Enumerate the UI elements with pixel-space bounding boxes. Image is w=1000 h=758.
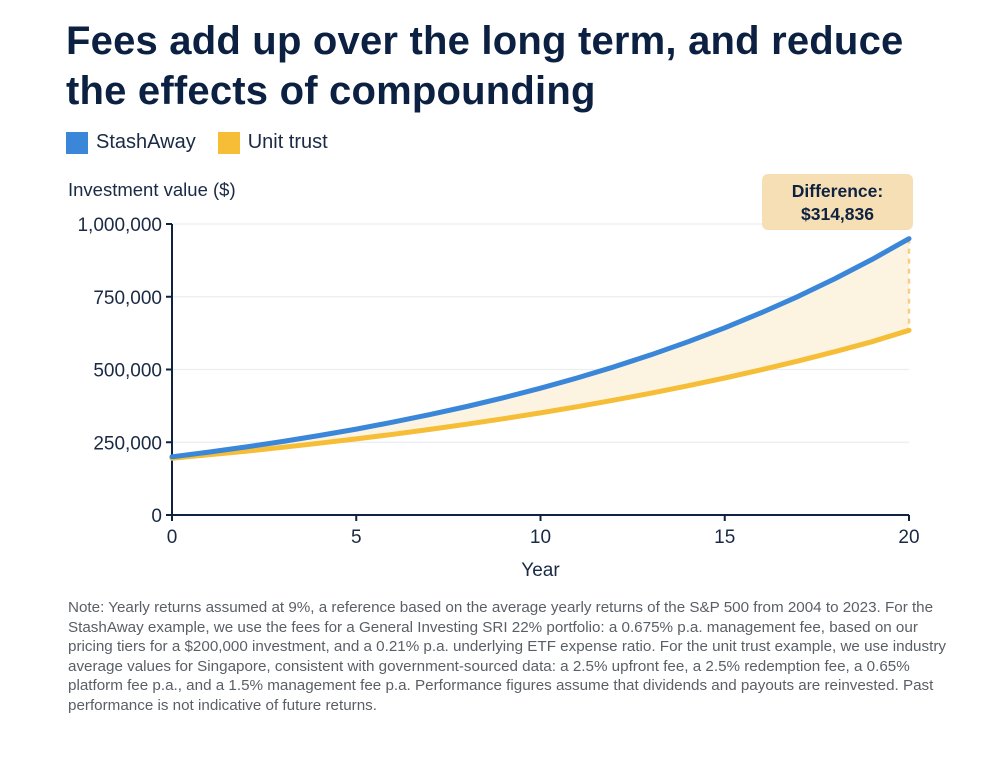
x-tick-label-2: 10 [530,527,551,548]
y-axis-label: Investment value ($) [68,179,236,200]
difference-callout-value: $314,836 [801,204,874,224]
y-tick-label-3: 750,000 [93,288,162,309]
x-tick-label-1: 5 [351,527,362,548]
difference-callout-box [762,174,913,230]
series-line-unit-trust [169,327,912,461]
footnote: Note: Yearly returns assumed at 9%, a re… [68,599,946,714]
legend-swatch-unit-trust [217,131,240,154]
series-line-stashaway [169,236,912,460]
y-tick-label-4: 1,000,000 [77,215,162,236]
x-tick-label-0: 0 [167,527,178,548]
investment-chart: 0 250,000 500,000 750,000 1,000,000 Investmen… [68,174,920,581]
x-tick-label-3: 15 [714,527,735,548]
x-axis-label: Year [521,560,560,581]
difference-callout-label: Difference: [792,181,883,201]
difference-area [172,238,909,459]
chart-title: Fees add up over the long term, and redu… [66,19,904,113]
x-tick-label-4: 20 [898,527,919,548]
y-tick-label-2: 500,000 [93,361,162,382]
y-tick-label-1: 250,000 [93,433,162,454]
legend-item-unit-trust: Unit trust [217,131,328,154]
legend-label-unit-trust: Unit trust [247,131,328,153]
legend-label-stashaway: StashAway [96,131,196,153]
legend-swatch-stashaway [66,131,88,154]
legend-item-stashaway: StashAway [66,131,196,154]
y-tick-label-0: 0 [151,506,162,527]
legend: StashAway Unit trust [66,131,350,154]
